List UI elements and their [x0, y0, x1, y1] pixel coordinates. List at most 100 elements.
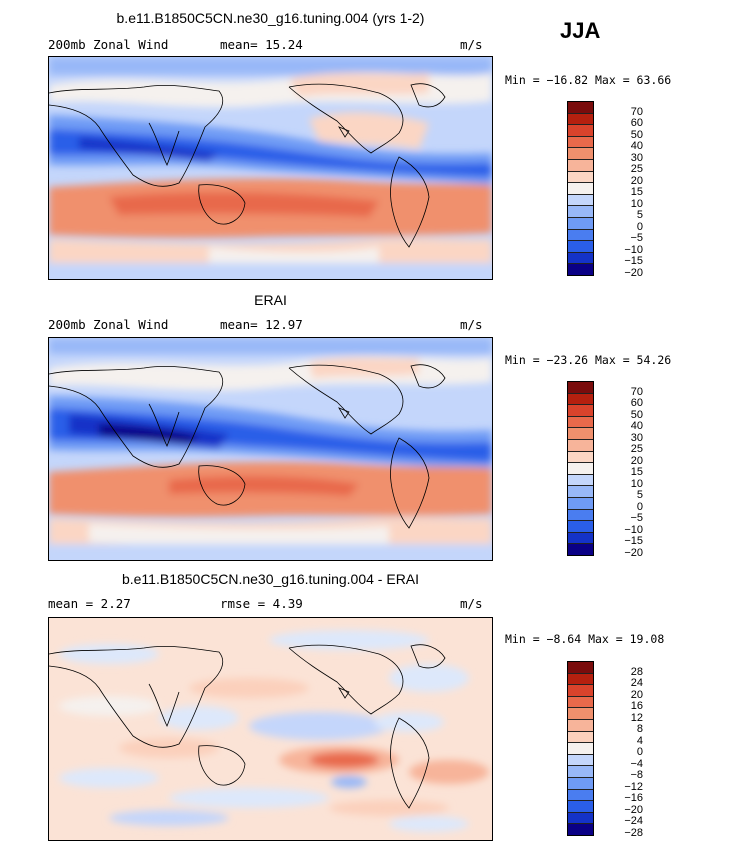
colorbar-tick-label: 60 [630, 117, 643, 130]
colorbar-2 [567, 381, 594, 556]
colorbar-swatch [568, 486, 593, 498]
colorbar-swatch [568, 521, 593, 533]
colorbar-tick-label: 30 [630, 431, 643, 444]
colorbar-swatch [568, 264, 593, 275]
colorbar-swatch [568, 824, 593, 835]
colorbar-2-labels: 70 60 50 40 30 25 20 15 10 5 0 −5 −10 −15 −20 [603, 381, 643, 558]
colorbar-swatch [568, 451, 593, 464]
colorbar-tick-label: 12 [630, 711, 643, 724]
colorbar-tick-label: 5 [636, 489, 643, 502]
colorbar-swatch [568, 754, 593, 767]
colorbar-swatch [568, 463, 593, 475]
colorbar-tick-label: 0 [636, 746, 643, 759]
map-field-1 [49, 57, 492, 279]
colorbar-swatch [568, 731, 593, 744]
colorbar-tick-label: −15 [624, 255, 643, 268]
colorbar-tick-label: −24 [624, 815, 643, 828]
colorbar-3-labels: 28 24 20 16 12 8 4 0 −4 −8 −12 −16 −20 −24 −28 [603, 661, 643, 838]
colorbar-tick-label: −4 [630, 757, 643, 770]
map-field-2 [49, 338, 492, 560]
colorbar-swatch [568, 801, 593, 813]
panel-3-minmax: Min = −8.64 Max = 19.08 [505, 632, 665, 646]
colorbar-tick-label: 20 [630, 688, 643, 701]
colorbar-tick-label: −10 [624, 243, 643, 256]
colorbar-swatch [568, 206, 593, 218]
colorbar-swatch [568, 252, 593, 265]
colorbar-swatch [568, 789, 593, 802]
colorbar-tick-label: 8 [636, 723, 643, 736]
colorbar-tick-label: 30 [630, 151, 643, 164]
coastline-outlines-1 [49, 83, 446, 248]
colorbar-swatch [568, 743, 593, 755]
panel-3-title: b.e11.B1850C5CN.ne30_g16.tuning.004 - ER… [121, 571, 420, 587]
colorbar-1-labels: 70 60 50 40 30 25 20 15 10 5 0 −5 −10 −15 −20 [603, 101, 643, 278]
colorbar-swatch [568, 159, 593, 172]
colorbar-swatch [568, 696, 593, 709]
colorbar-tick-label: −15 [624, 535, 643, 548]
colorbar-tick-label: −16 [624, 792, 643, 805]
colorbar-swatch [568, 416, 593, 429]
colorbar-tick-label: 40 [630, 420, 643, 433]
colorbar-swatch [568, 439, 593, 452]
colorbar-swatch [568, 405, 593, 417]
panel-1-title: b.e11.B1850C5CN.ne30_g16.tuning.004 (yrs… [116, 10, 425, 26]
panel-1-units: m/s [460, 37, 483, 52]
colorbar-tick-label: 24 [630, 677, 643, 690]
panel-2-units: m/s [460, 317, 483, 332]
colorbar-swatch [568, 766, 593, 778]
colorbar-tick-label: 50 [630, 128, 643, 141]
colorbar-tick-label: −20 [624, 803, 643, 816]
colorbar-swatch [568, 719, 593, 732]
colorbar-tick-label: −10 [624, 523, 643, 536]
colorbar-tick-label: 70 [630, 385, 643, 398]
colorbar-tick-label: 28 [630, 665, 643, 678]
colorbar-swatch [568, 229, 593, 242]
colorbar-swatch [568, 497, 593, 510]
colorbar-tick-label: −20 [624, 267, 643, 279]
panel-3-mean: mean = 2.27 [48, 596, 131, 611]
panel-2-title: ERAI [254, 292, 287, 308]
colorbar-swatch [568, 662, 593, 674]
map-panel-3 [48, 617, 493, 841]
colorbar-swatch [568, 673, 593, 686]
colorbar-swatch [568, 148, 593, 160]
colorbar-swatch [568, 428, 593, 440]
colorbar-tick-label: 50 [630, 408, 643, 421]
colorbar-tick-label: 15 [630, 466, 643, 479]
colorbar-tick-label: 0 [636, 220, 643, 233]
colorbar-tick-label: 10 [630, 477, 643, 490]
colorbar-swatch [568, 102, 593, 114]
colorbar-swatch [568, 125, 593, 137]
colorbar-tick-label: 4 [636, 734, 643, 747]
panel-2-minmax: Min = −23.26 Max = 54.26 [505, 353, 672, 367]
coastline-outlines-2 [49, 364, 446, 529]
colorbar-swatch [568, 113, 593, 126]
map-field-3 [49, 618, 492, 840]
panel-3-rmse: rmse = 4.39 [220, 596, 303, 611]
panel-2-mean: mean= 12.97 [220, 317, 303, 332]
colorbar-tick-label: −28 [624, 827, 643, 839]
colorbar-swatch [568, 382, 593, 394]
colorbar-tick-label: 40 [630, 140, 643, 153]
colorbar-tick-label: −5 [630, 232, 643, 245]
colorbar-swatch [568, 544, 593, 555]
panel-1-variable: 200mb Zonal Wind [48, 37, 169, 52]
colorbar-swatch [568, 685, 593, 697]
colorbar-swatch [568, 171, 593, 184]
colorbar-swatch [568, 708, 593, 720]
colorbar-swatch [568, 217, 593, 230]
colorbar-tick-label: 20 [630, 174, 643, 187]
colorbar-swatch [568, 393, 593, 406]
colorbar-tick-label: 20 [630, 454, 643, 467]
panel-1-minmax: Min = −16.82 Max = 63.66 [505, 73, 672, 87]
panel-1-mean: mean= 15.24 [220, 37, 303, 52]
colorbar-tick-label: 16 [630, 700, 643, 713]
colorbar-tick-label: 60 [630, 397, 643, 410]
colorbar-3 [567, 661, 594, 836]
colorbar-tick-label: 25 [630, 443, 643, 456]
colorbar-tick-label: 15 [630, 186, 643, 199]
colorbar-tick-label: 25 [630, 163, 643, 176]
colorbar-swatch [568, 194, 593, 207]
colorbar-swatch [568, 136, 593, 149]
panel-2-variable: 200mb Zonal Wind [48, 317, 169, 332]
